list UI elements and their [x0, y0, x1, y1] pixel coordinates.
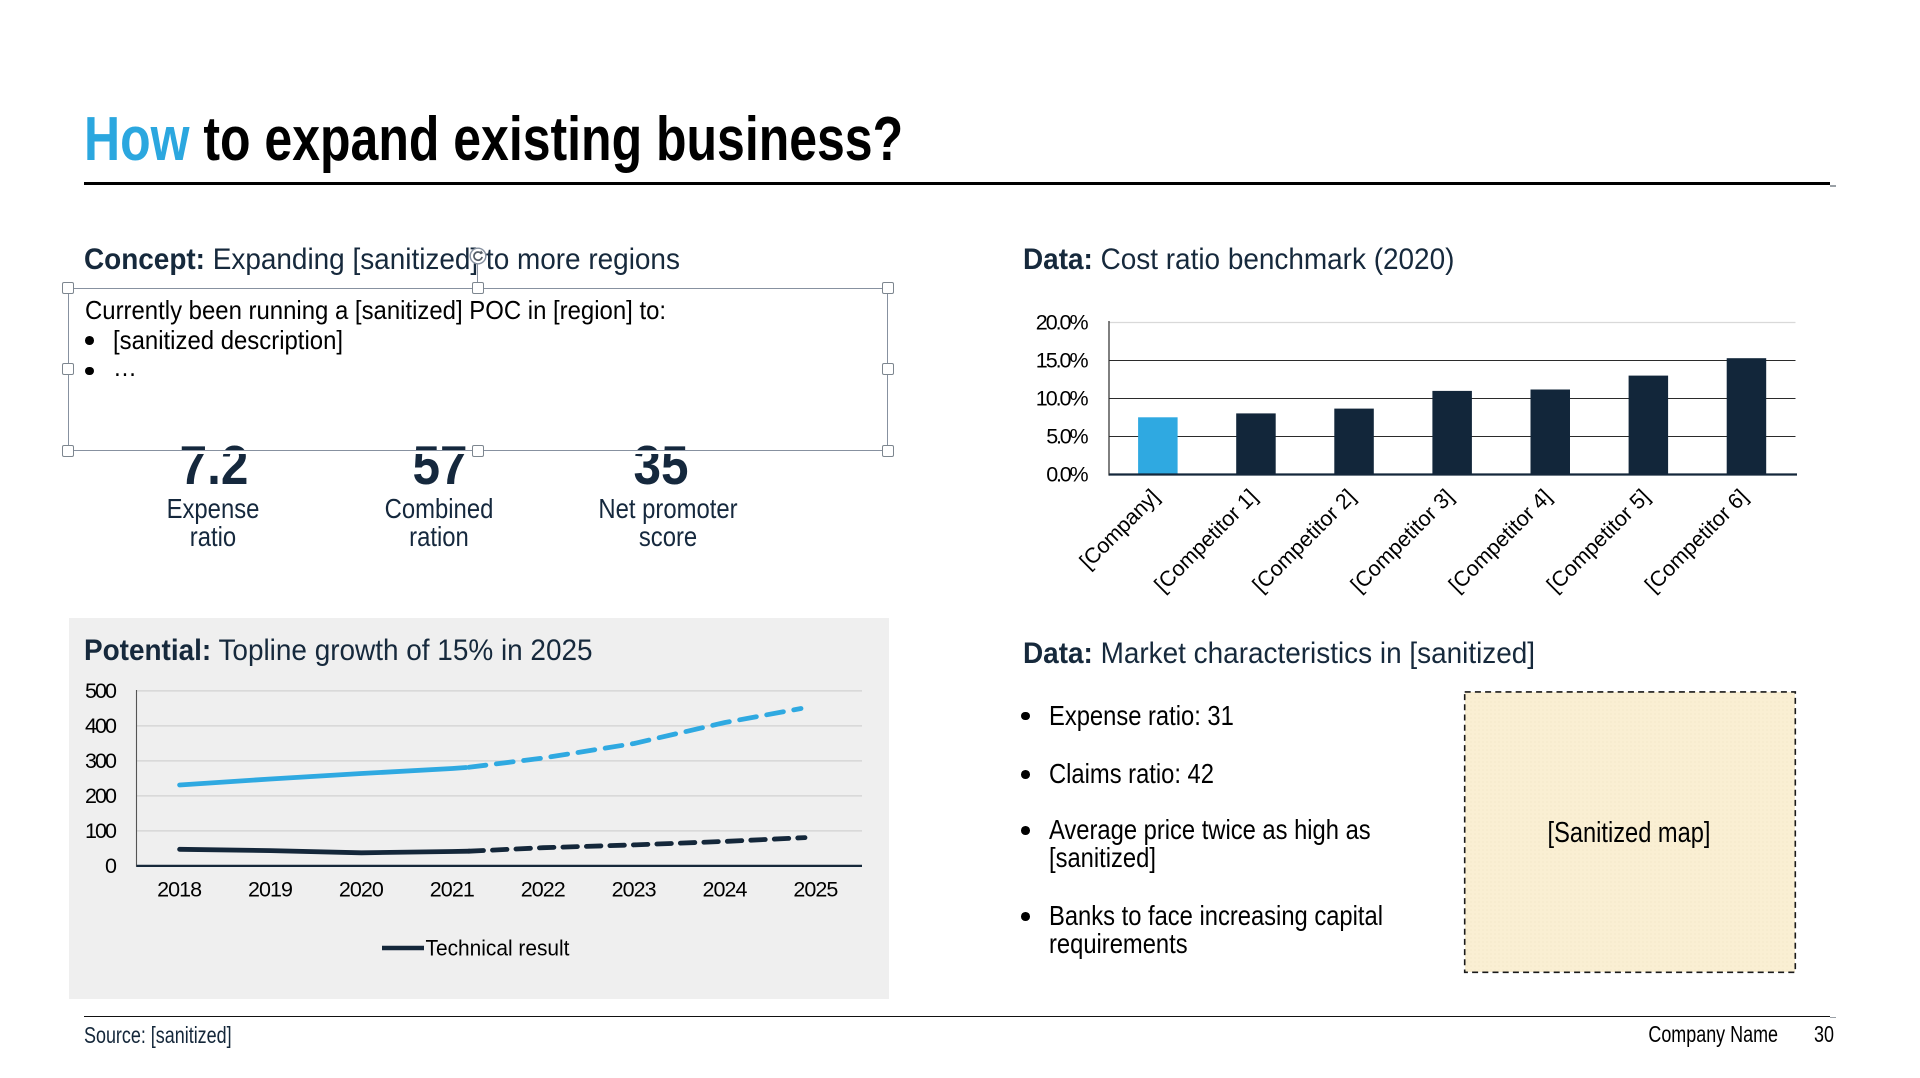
- svg-text:5.0%: 5.0%: [1046, 425, 1088, 449]
- svg-text:[Company]: [Company]: [1075, 485, 1164, 574]
- svg-text:500: 500: [85, 679, 117, 703]
- svg-text:2019: 2019: [248, 878, 293, 902]
- svg-text:2024: 2024: [703, 878, 748, 902]
- svg-text:100: 100: [85, 819, 117, 843]
- svg-text:2023: 2023: [612, 878, 657, 902]
- svg-text:[Competitor 2]: [Competitor 2]: [1248, 485, 1360, 597]
- svg-text:2020: 2020: [339, 878, 384, 902]
- svg-text:20.0%: 20.0%: [1036, 311, 1089, 335]
- svg-text:2021: 2021: [430, 878, 475, 902]
- svg-text:2022: 2022: [521, 878, 566, 902]
- svg-text:2025: 2025: [793, 878, 838, 902]
- svg-text:[Competitor 3]: [Competitor 3]: [1346, 485, 1458, 597]
- svg-text:[Competitor 4]: [Competitor 4]: [1444, 485, 1556, 597]
- svg-text:[Competitor 6]: [Competitor 6]: [1640, 485, 1752, 597]
- svg-text:0: 0: [105, 854, 117, 878]
- svg-text:10.0%: 10.0%: [1036, 387, 1089, 411]
- svg-text:2018: 2018: [157, 878, 202, 902]
- svg-text:Technical result: Technical result: [426, 936, 570, 961]
- svg-text:400: 400: [85, 714, 117, 738]
- svg-text:[Competitor 1]: [Competitor 1]: [1150, 485, 1262, 597]
- svg-text:15.0%: 15.0%: [1036, 349, 1089, 373]
- svg-text:200: 200: [85, 784, 117, 808]
- svg-text:300: 300: [85, 749, 117, 773]
- svg-text:0.0%: 0.0%: [1046, 463, 1088, 487]
- svg-text:[Competitor 5]: [Competitor 5]: [1542, 485, 1654, 597]
